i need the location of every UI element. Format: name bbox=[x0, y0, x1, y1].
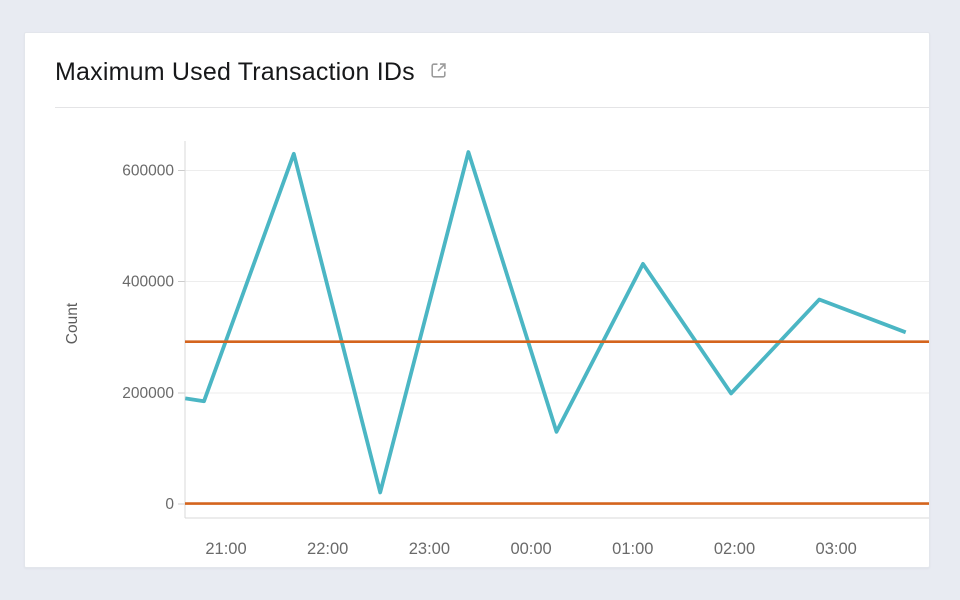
y-tick-label: 0 bbox=[165, 496, 174, 513]
x-tick-label: 01:00 bbox=[612, 540, 653, 558]
y-tick-label: 400000 bbox=[122, 274, 174, 291]
y-tick-label: 200000 bbox=[122, 385, 174, 402]
x-tick-label: 21:00 bbox=[205, 540, 246, 558]
chart-card-header: Maximum Used Transaction IDs bbox=[25, 33, 929, 108]
transaction-ids-chart[interactable]: 0 200000 400000 600000 21:00 22:00 23:00 00:00 0… bbox=[25, 108, 929, 568]
x-tick-label: 22:00 bbox=[307, 540, 348, 558]
x-tick-label: 00:00 bbox=[510, 540, 551, 558]
external-link-icon-glyph bbox=[431, 63, 446, 78]
y-tick-label: 600000 bbox=[122, 162, 174, 179]
chart-card: Maximum Used Transaction IDs 0 200000 4000… bbox=[24, 32, 930, 568]
series-line bbox=[185, 150, 907, 495]
x-tick-label: 03:00 bbox=[816, 540, 857, 558]
header-divider bbox=[55, 107, 929, 108]
y-axis-title: Count bbox=[64, 302, 81, 344]
external-link-icon[interactable] bbox=[428, 60, 449, 81]
x-tick-label: 02:00 bbox=[714, 540, 755, 558]
x-tick-label: 23:00 bbox=[409, 540, 450, 558]
chart-title: Maximum Used Transaction IDs bbox=[55, 58, 415, 86]
chart-svg: 0 200000 400000 600000 21:00 22:00 23:00 00:00 0… bbox=[64, 141, 929, 558]
